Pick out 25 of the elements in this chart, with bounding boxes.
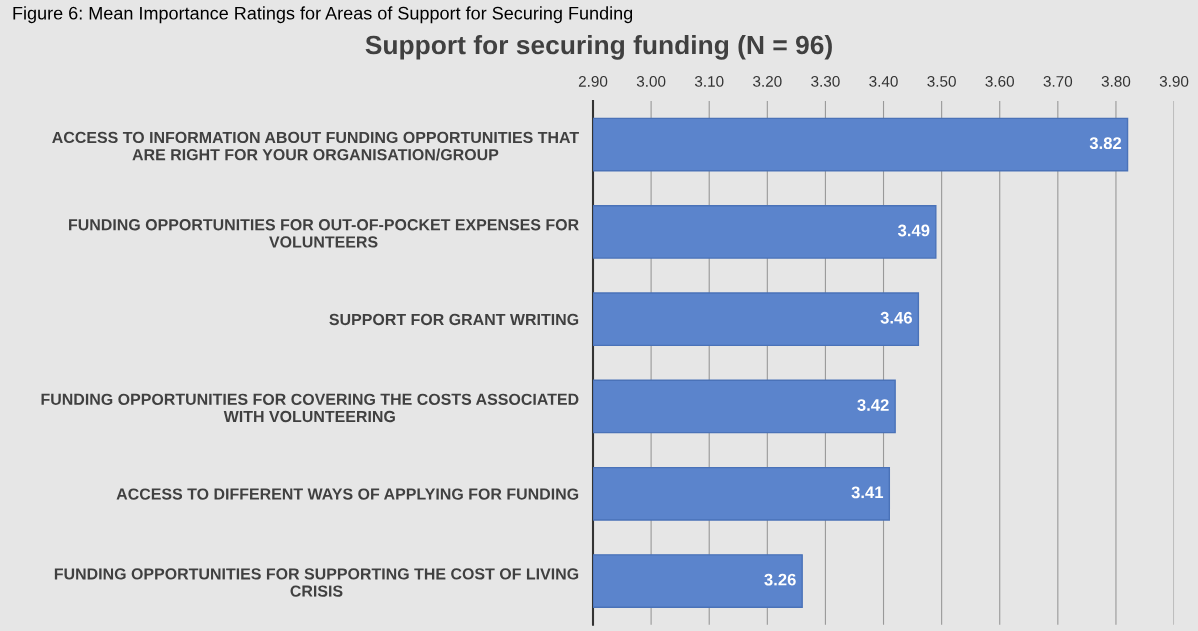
x-tick-label: 3.60 — [985, 76, 1014, 87]
x-tick-label: 3.30 — [811, 76, 840, 87]
x-tick-label: 3.10 — [694, 76, 724, 87]
x-tick-label: 3.40 — [869, 76, 898, 87]
x-tick-label: 3.80 — [1101, 76, 1131, 87]
data-label: 3.42 — [857, 399, 889, 411]
data-label: 3.26 — [764, 573, 796, 586]
y-tick-label: ACCESS TO DIFFERENT WAYS OF APPLYING FOR FUNDING — [116, 488, 579, 500]
y-tick-label: SUPPORT FOR GRANT WRITING — [329, 313, 579, 326]
x-tick-label: 3.20 — [753, 76, 782, 87]
x-tick-label: 3.70 — [1043, 76, 1073, 87]
x-tick-label: 3.50 — [927, 76, 956, 87]
x-tick-label: 2.90 — [578, 76, 608, 87]
data-label: 3.82 — [1089, 137, 1122, 150]
data-label: 3.49 — [897, 224, 930, 237]
x-tick-label: 3.90 — [1159, 76, 1189, 87]
y-tick-label: FUNDING OPPORTUNITIES FOR COVERING THE COSTS ASSOCIATED WITH VOLUNTEERING — [41, 393, 579, 423]
chart-title: Support for securing funding (N = 96) — [365, 34, 832, 60]
x-tick-label: 3.00 — [636, 76, 666, 87]
y-tick-label: ACCESS TO INFORMATION ABOUT FUNDING OPPORTUNITIES THAT ARE RIGHT FOR YOUR ORGANISATION/GROUP — [52, 131, 579, 161]
y-tick-label: FUNDING OPPORTUNITIES FOR OUT-OF-POCKET EXPENSES FOR VOLUNTEERS — [69, 219, 579, 248]
caption: Figure 6: Mean Importance Ratings for Areas of Support for Securing Funding — [13, 6, 633, 24]
data-label: 3.46 — [880, 311, 912, 324]
data-label: 3.41 — [851, 486, 884, 499]
y-tick-label: FUNDING OPPORTUNITIES FOR SUPPORTING THE COST OF LIVING CRISIS — [54, 568, 579, 597]
